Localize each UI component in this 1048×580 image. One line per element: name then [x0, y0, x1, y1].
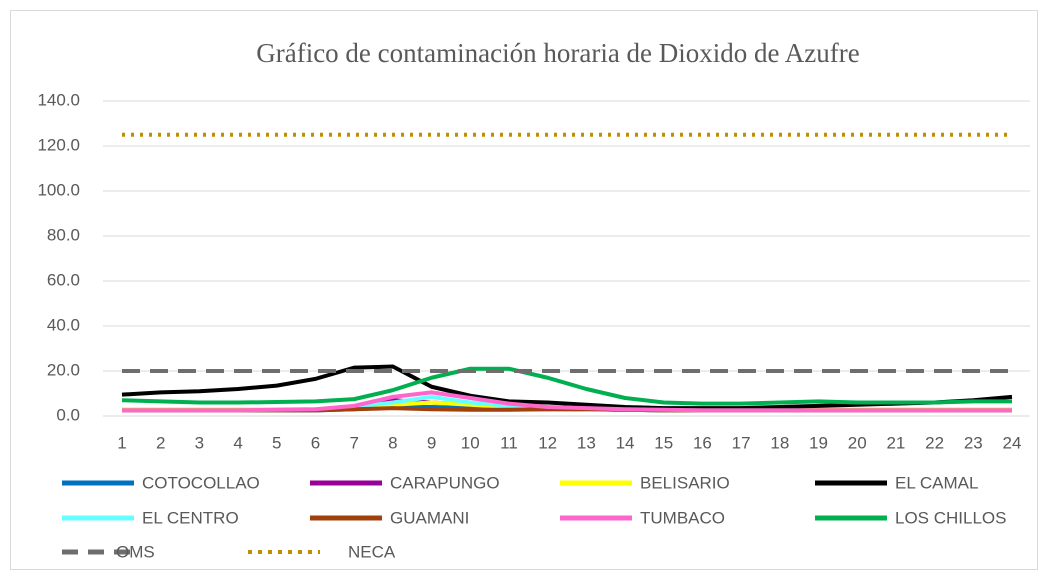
x-tick-label: 12	[538, 433, 557, 452]
chart-border	[10, 10, 1038, 570]
x-tick-label: 17	[732, 433, 751, 452]
x-tick-label: 20	[848, 433, 867, 452]
x-tick-label: 19	[809, 433, 828, 452]
x-tick-label: 24	[1003, 433, 1022, 452]
legend-label: LOS CHILLOS	[895, 508, 1007, 527]
x-tick-label: 1	[117, 433, 126, 452]
x-tick-label: 14	[616, 433, 635, 452]
legend-label: EL CENTRO	[142, 508, 239, 527]
x-tick-label: 16	[693, 433, 712, 452]
x-tick-label: 3	[195, 433, 204, 452]
legend-label: GUAMANI	[390, 508, 469, 527]
y-tick-label: 100.0	[37, 180, 80, 199]
y-tick-label: 20.0	[47, 360, 80, 379]
x-tick-label: 9	[427, 433, 436, 452]
legend-label: EL CAMAL	[895, 473, 978, 492]
x-tick-label: 22	[925, 433, 944, 452]
x-tick-label: 4	[233, 433, 242, 452]
chart-title: Gráfico de contaminación horaria de Diox…	[256, 38, 860, 68]
x-tick-label: 6	[311, 433, 320, 452]
y-tick-label: 140.0	[37, 90, 80, 109]
x-tick-label: 2	[156, 433, 165, 452]
x-tick-label: 8	[388, 433, 397, 452]
x-tick-label: 5	[272, 433, 281, 452]
x-tick-label: 15	[654, 433, 673, 452]
x-tick-label: 10	[461, 433, 480, 452]
x-tick-label: 11	[500, 433, 518, 452]
x-tick-label: 21	[886, 433, 905, 452]
legend-label: TUMBACO	[640, 508, 725, 527]
y-tick-label: 40.0	[47, 315, 80, 334]
legend-label: OMS	[116, 542, 155, 561]
y-tick-label: 80.0	[47, 225, 80, 244]
x-tick-label: 7	[349, 433, 358, 452]
y-tick-label: 0.0	[56, 405, 80, 424]
x-tick-label: 18	[770, 433, 789, 452]
legend-label: NECA	[348, 542, 396, 561]
x-tick-label: 23	[964, 433, 983, 452]
legend-label: COTOCOLLAO	[142, 473, 260, 492]
x-tick-label: 13	[577, 433, 596, 452]
series-line	[122, 390, 1012, 413]
y-tick-label: 60.0	[47, 270, 80, 289]
y-tick-label: 120.0	[37, 135, 80, 154]
series-line	[121, 366, 1012, 406]
legend-label: CARAPUNGO	[390, 473, 500, 492]
series-line	[121, 364, 1013, 411]
legend-label: BELISARIO	[640, 473, 730, 492]
